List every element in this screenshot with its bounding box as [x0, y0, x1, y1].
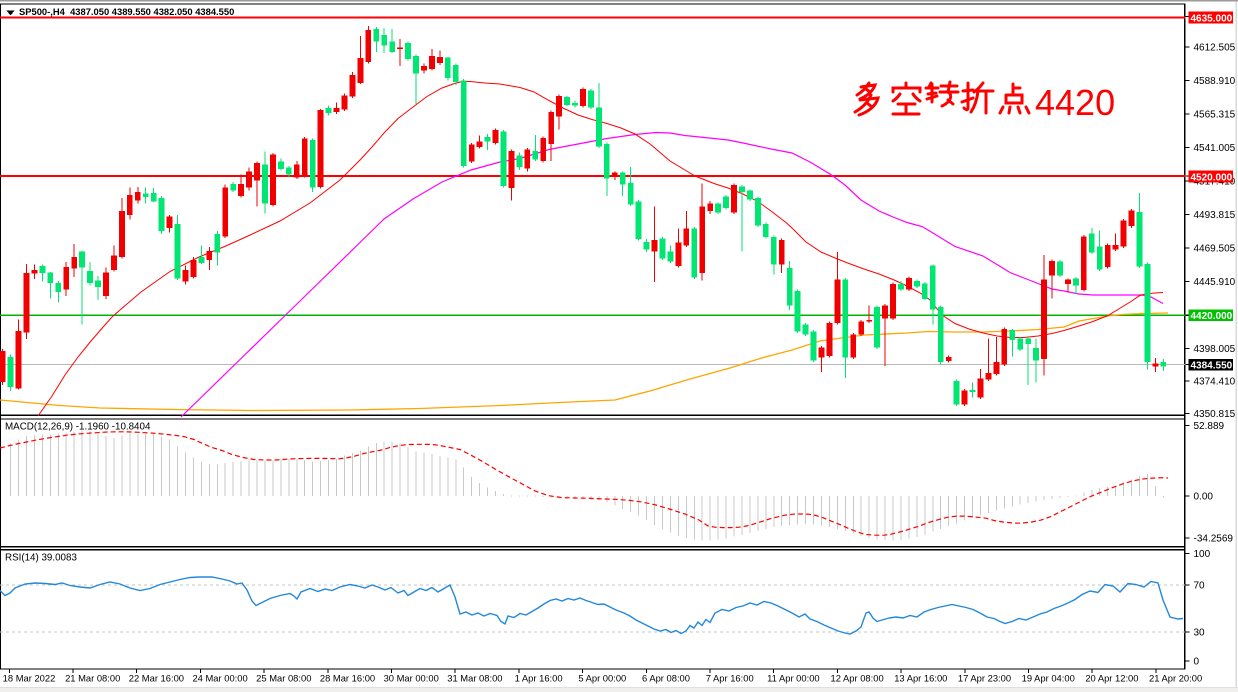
svg-text:12 Apr 08:00: 12 Apr 08:00 [831, 673, 884, 684]
svg-text:19 Apr 04:00: 19 Apr 04:00 [1022, 673, 1075, 684]
svg-text:100: 100 [1194, 549, 1211, 560]
svg-text:17 Apr 23:00: 17 Apr 23:00 [958, 673, 1011, 684]
svg-text:4493.815: 4493.815 [1194, 210, 1236, 221]
svg-text:4612.505: 4612.505 [1194, 43, 1236, 54]
svg-text:13 Apr 16:00: 13 Apr 16:00 [894, 673, 947, 684]
svg-text:11 Apr 00:00: 11 Apr 00:00 [767, 673, 819, 684]
svg-text:21 Apr 20:00: 21 Apr 20:00 [1149, 673, 1202, 684]
svg-text:RSI(14) 39.0083: RSI(14) 39.0083 [5, 553, 77, 564]
svg-text:4565.315: 4565.315 [1194, 110, 1236, 121]
svg-text:30 Mar 00:00: 30 Mar 00:00 [384, 673, 439, 684]
svg-text:30: 30 [1194, 628, 1206, 639]
svg-text:4445.910: 4445.910 [1194, 277, 1236, 288]
svg-text:4350.815: 4350.815 [1194, 409, 1236, 420]
svg-text:52.889: 52.889 [1194, 421, 1225, 432]
svg-text:21 Mar 08:00: 21 Mar 08:00 [65, 673, 120, 684]
svg-text:4520.000: 4520.000 [1191, 172, 1233, 183]
svg-text:4420.000: 4420.000 [1191, 311, 1233, 322]
svg-text:4469.505: 4469.505 [1194, 244, 1236, 255]
svg-text:31 Mar 08:00: 31 Mar 08:00 [447, 673, 502, 684]
svg-text:4588.910: 4588.910 [1194, 76, 1236, 87]
svg-text:0: 0 [1194, 657, 1200, 668]
svg-text:28 Mar 16:00: 28 Mar 16:00 [320, 673, 375, 684]
svg-text:4420: 4420 [1035, 82, 1115, 123]
svg-text:22 Mar 16:00: 22 Mar 16:00 [129, 673, 184, 684]
svg-text:24 Mar 00:00: 24 Mar 00:00 [192, 673, 247, 684]
svg-text:4635.000: 4635.000 [1191, 13, 1233, 24]
svg-text:-34.2569: -34.2569 [1194, 534, 1234, 545]
svg-text:SP500-,H4 4387.050 4389.550 4: SP500-,H4 4387.050 4389.550 4382.050 438… [19, 6, 234, 17]
svg-text:1 Apr 16:00: 1 Apr 16:00 [515, 673, 563, 684]
svg-text:6 Apr 08:00: 6 Apr 08:00 [642, 673, 690, 684]
svg-text:MACD(12,26,9) -1.1960 -10.8404: MACD(12,26,9) -1.1960 -10.8404 [5, 422, 151, 433]
svg-text:4374.410: 4374.410 [1194, 377, 1236, 388]
svg-text:0.00: 0.00 [1194, 492, 1214, 503]
svg-text:25 Mar 08:00: 25 Mar 08:00 [256, 673, 311, 684]
svg-text:70: 70 [1194, 581, 1206, 592]
svg-text:4541.005: 4541.005 [1194, 143, 1236, 154]
svg-text:5 Apr 00:00: 5 Apr 00:00 [578, 673, 626, 684]
svg-text:4384.550: 4384.550 [1191, 361, 1233, 372]
svg-text:20 Apr 12:00: 20 Apr 12:00 [1085, 673, 1138, 684]
svg-text:18 Mar 2022: 18 Mar 2022 [3, 673, 56, 684]
svg-text:4398.005: 4398.005 [1194, 344, 1236, 355]
svg-text:7 Apr 16:00: 7 Apr 16:00 [706, 673, 754, 684]
